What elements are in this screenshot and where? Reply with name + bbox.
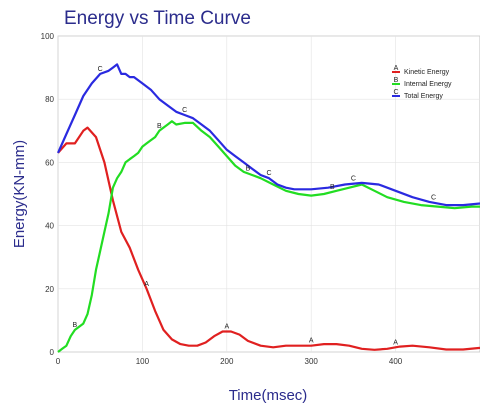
x-axis-ticks: 0 100 200 300 400: [56, 357, 403, 366]
x-tick-label: 300: [305, 357, 319, 366]
legend: A Kinetic Energy B Internal Energy C Total En…: [392, 65, 452, 100]
legend-label: Internal Energy: [404, 81, 452, 88]
y-tick-label: 60: [45, 158, 54, 167]
series-marker-b: B: [157, 123, 162, 130]
series-marker-a: A: [224, 323, 229, 330]
y-axis-label: Energy(KN-mm): [11, 140, 28, 248]
legend-marker: B: [394, 77, 399, 84]
chart-title: Energy vs Time Curve: [64, 8, 251, 29]
series-line-c: [56, 63, 480, 207]
series-marker-c: C: [431, 195, 436, 202]
y-tick-label: 0: [50, 348, 55, 357]
series-marker-c: C: [351, 176, 356, 183]
y-tick-label: 80: [45, 95, 54, 104]
legend-marker: C: [393, 89, 398, 96]
series-line-b: [57, 120, 480, 353]
series-marker-b: B: [246, 165, 251, 172]
plot-area: [57, 35, 480, 353]
x-tick-label: 100: [136, 357, 150, 366]
series-line-a: [57, 126, 480, 351]
x-axis-label: Time(msec): [229, 387, 308, 404]
x-tick-label: 400: [389, 357, 403, 366]
x-tick-label: 200: [220, 357, 234, 366]
series-lines: [56, 63, 480, 353]
grid: [57, 35, 480, 353]
y-tick-label: 20: [45, 285, 54, 294]
series-marker-b: B: [330, 184, 335, 191]
series-marker-c: C: [182, 107, 187, 114]
series-marker-c: C: [98, 66, 103, 73]
legend-label: Total Energy: [404, 93, 443, 100]
y-tick-label: 100: [41, 32, 55, 41]
x-tick-label: 0: [56, 357, 61, 366]
y-axis-ticks: 0 20 40 60 80 100: [41, 32, 55, 357]
y-tick-label: 40: [45, 222, 54, 231]
legend-marker: A: [394, 65, 399, 72]
series-marker-c: C: [266, 170, 271, 177]
series-marker-b: B: [73, 322, 78, 329]
legend-label: Kinetic Energy: [404, 69, 450, 76]
series-marker-a: A: [144, 281, 149, 288]
series-marker-a: A: [393, 339, 398, 346]
series-marker-a: A: [309, 338, 314, 345]
